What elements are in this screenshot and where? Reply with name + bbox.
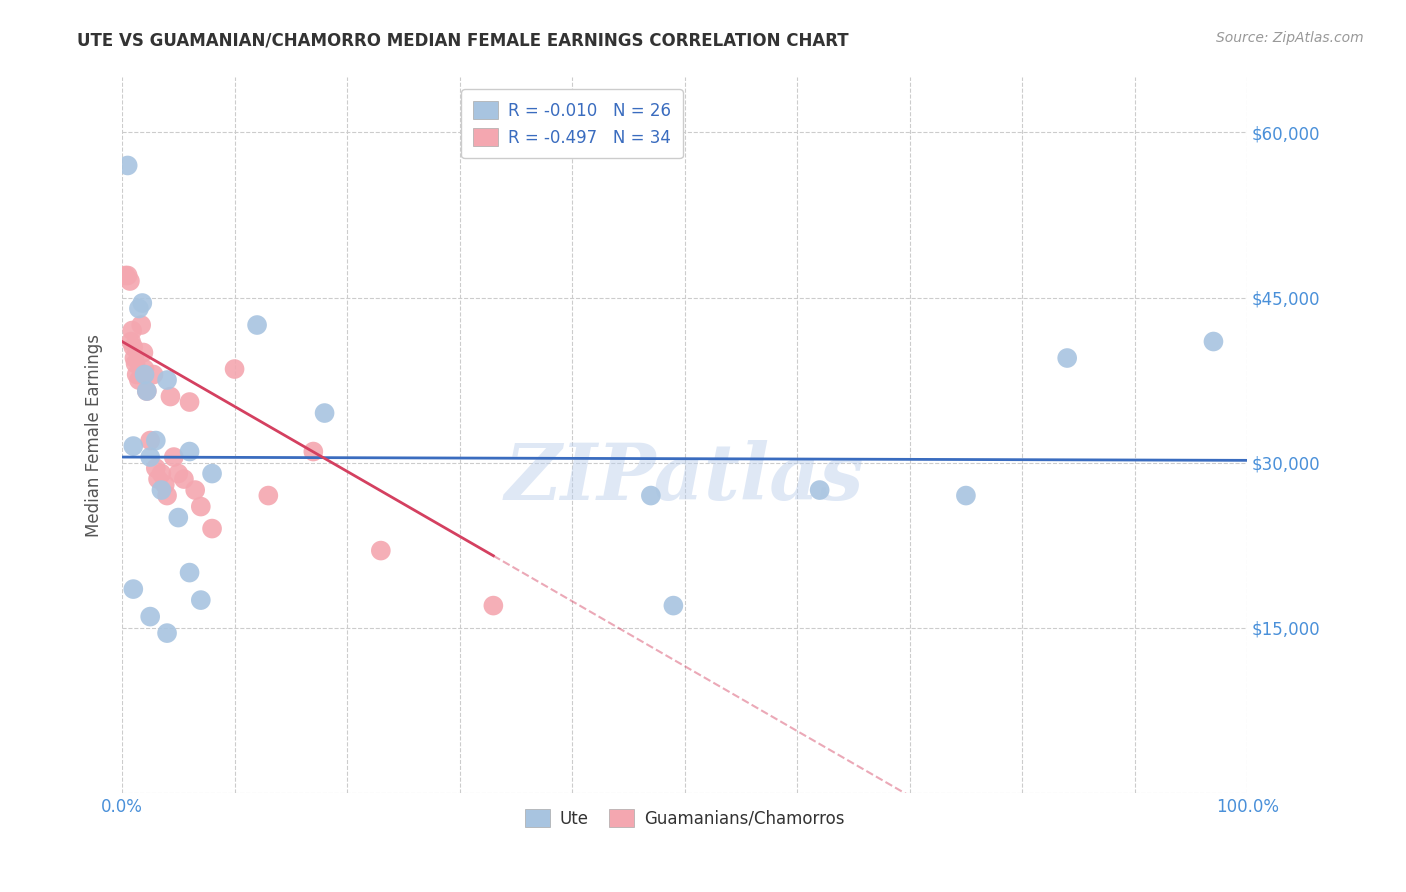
Point <box>153 477 176 491</box>
Point <box>146 472 169 486</box>
Point <box>145 461 167 475</box>
Point <box>163 450 186 464</box>
Point <box>257 489 280 503</box>
Point <box>662 599 685 613</box>
Point <box>302 444 325 458</box>
Point <box>124 351 146 365</box>
Point <box>955 489 977 503</box>
Point <box>314 406 336 420</box>
Point <box>117 268 139 283</box>
Point <box>117 159 139 173</box>
Point <box>135 384 157 398</box>
Point <box>139 609 162 624</box>
Point <box>482 599 505 613</box>
Y-axis label: Median Female Earnings: Median Female Earnings <box>86 334 103 537</box>
Point <box>145 434 167 448</box>
Point <box>1056 351 1078 365</box>
Legend: Ute, Guamanians/Chamorros: Ute, Guamanians/Chamorros <box>519 803 851 834</box>
Point <box>129 318 152 332</box>
Point <box>190 593 212 607</box>
Point <box>125 368 148 382</box>
Point <box>184 483 207 497</box>
Point <box>179 566 201 580</box>
Point <box>122 582 145 596</box>
Point <box>122 340 145 354</box>
Point <box>128 373 150 387</box>
Point <box>179 444 201 458</box>
Point <box>167 510 190 524</box>
Point <box>132 345 155 359</box>
Point <box>139 434 162 448</box>
Point <box>224 362 246 376</box>
Point <box>122 439 145 453</box>
Point <box>134 362 156 376</box>
Point <box>131 296 153 310</box>
Point <box>640 489 662 503</box>
Point <box>179 395 201 409</box>
Point <box>150 483 173 497</box>
Point <box>167 467 190 481</box>
Point <box>134 368 156 382</box>
Point <box>135 384 157 398</box>
Point <box>370 543 392 558</box>
Point <box>128 301 150 316</box>
Point <box>246 318 269 332</box>
Point <box>1202 334 1225 349</box>
Point <box>150 467 173 481</box>
Point <box>142 368 165 382</box>
Point <box>120 334 142 349</box>
Point <box>159 390 181 404</box>
Point <box>156 489 179 503</box>
Point <box>118 274 141 288</box>
Point <box>139 450 162 464</box>
Point <box>201 467 224 481</box>
Text: Source: ZipAtlas.com: Source: ZipAtlas.com <box>1216 31 1364 45</box>
Point <box>121 324 143 338</box>
Point <box>173 472 195 486</box>
Point <box>124 357 146 371</box>
Text: ZIPatlas: ZIPatlas <box>505 440 865 516</box>
Point <box>156 373 179 387</box>
Point <box>114 268 136 283</box>
Text: UTE VS GUAMANIAN/CHAMORRO MEDIAN FEMALE EARNINGS CORRELATION CHART: UTE VS GUAMANIAN/CHAMORRO MEDIAN FEMALE … <box>77 31 849 49</box>
Point <box>156 626 179 640</box>
Point <box>808 483 831 497</box>
Point <box>190 500 212 514</box>
Point <box>201 522 224 536</box>
